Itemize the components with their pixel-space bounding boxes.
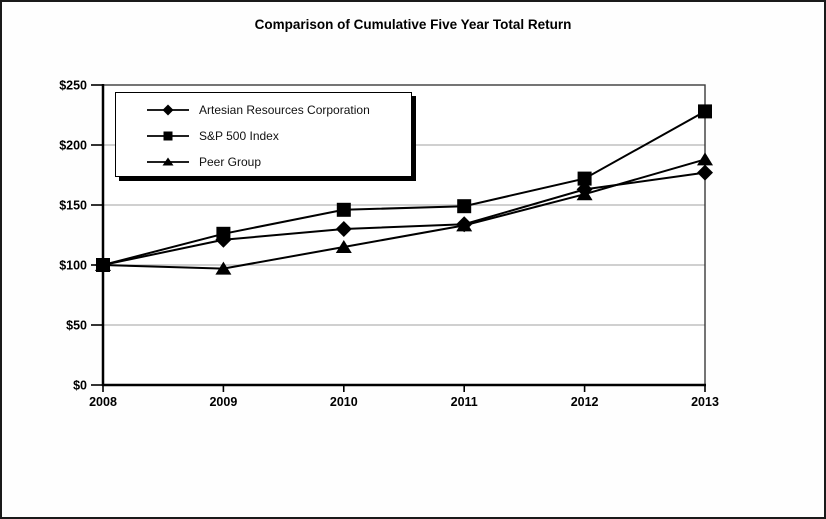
- x-tick-label: 2011: [451, 395, 478, 409]
- y-tick-label: $50: [66, 319, 87, 333]
- triangle-marker-icon: [335, 240, 352, 253]
- y-tick-label: $150: [59, 199, 87, 213]
- triangle-marker-icon: [215, 261, 232, 275]
- square-marker-icon: [163, 131, 173, 141]
- square-marker-icon: [457, 199, 472, 214]
- triangle-marker-icon: [697, 152, 713, 166]
- square-marker-icon: [216, 226, 231, 241]
- triangle-marker-icon: [456, 218, 473, 232]
- legend-item: Artesian Resources Corporation: [146, 97, 411, 123]
- diamond-marker-icon: [697, 164, 713, 181]
- square-marker-icon: [577, 171, 592, 186]
- legend-item: Peer Group: [146, 149, 411, 175]
- y-tick-label: $250: [59, 79, 87, 93]
- diamond-marker-icon: [335, 221, 352, 237]
- triangle-marker-icon: [162, 157, 174, 166]
- legend-square-marker-icon: [147, 131, 189, 141]
- y-tick-label: $100: [59, 259, 87, 273]
- y-tick-label: $200: [59, 139, 87, 153]
- x-tick-label: 2012: [571, 395, 599, 409]
- legend-label: Peer Group: [199, 155, 262, 169]
- triangle-marker-icon: [95, 258, 111, 271]
- legend-item: S&P 500 Index: [146, 123, 411, 149]
- x-tick-label: 2008: [89, 395, 117, 409]
- x-tick-label: 2009: [209, 395, 237, 409]
- legend-label: Artesian Resources Corporation: [199, 103, 370, 117]
- series-line: [102, 171, 706, 266]
- legend: Artesian Resources Corporation S&P 500 I…: [115, 92, 412, 177]
- diamond-marker-icon: [162, 104, 174, 116]
- chart-title: Comparison of Cumulative Five Year Total…: [254, 17, 572, 32]
- legend-diamond-marker-icon: [147, 104, 189, 116]
- legend-label: S&P 500 Index: [199, 129, 279, 143]
- triangle-marker-icon: [576, 187, 593, 201]
- x-tick-label: 2010: [330, 395, 358, 409]
- square-marker-icon: [336, 202, 351, 217]
- series-line: [102, 158, 706, 270]
- legend-triangle-marker-icon: [147, 157, 189, 166]
- square-marker-icon: [698, 104, 712, 119]
- y-tick-label: $0: [73, 379, 87, 393]
- x-tick-label: 2013: [691, 395, 719, 409]
- series-line: [102, 110, 706, 266]
